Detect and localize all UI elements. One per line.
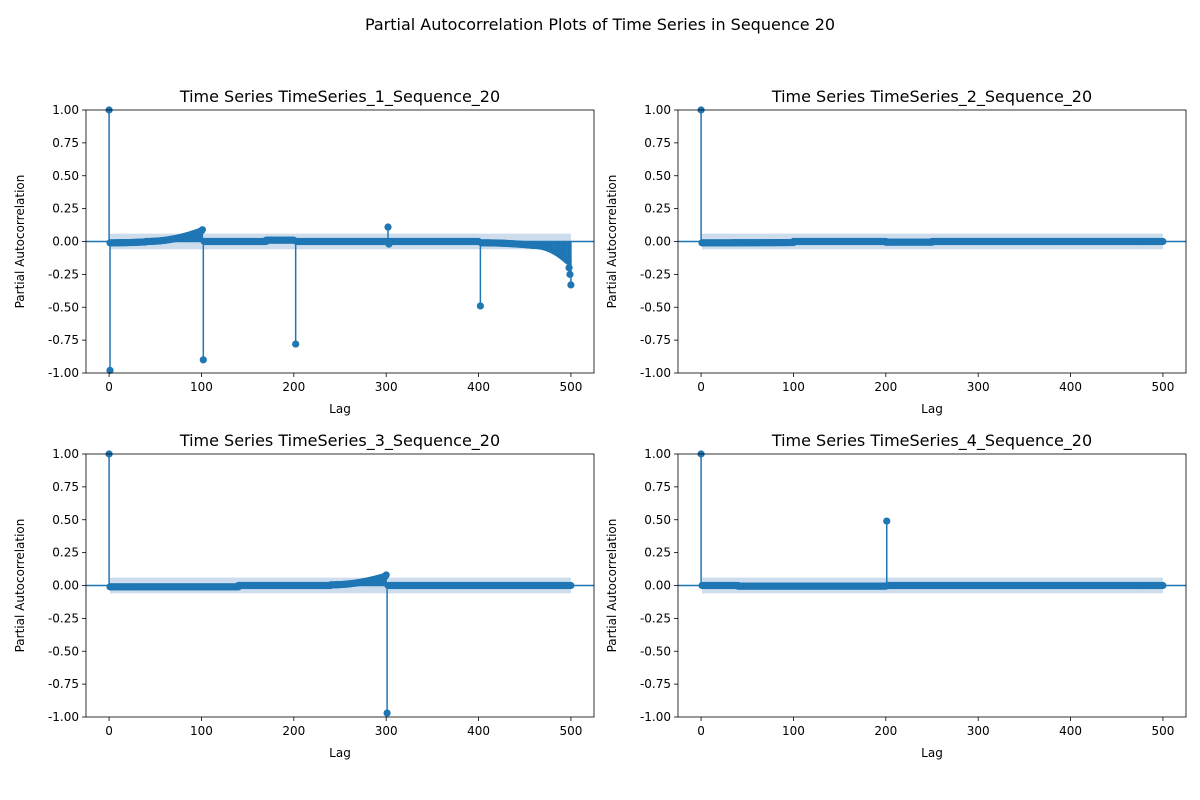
pacf-spike-marker xyxy=(567,281,575,289)
x-tick-label: 400 xyxy=(467,724,490,738)
x-axis-label: Lag xyxy=(921,402,943,416)
x-tick-label: 500 xyxy=(1151,380,1174,394)
y-tick-label: -0.50 xyxy=(640,300,671,314)
pacf-marker xyxy=(1159,581,1167,590)
x-tick-label: 100 xyxy=(190,724,213,738)
x-tick-label: 0 xyxy=(105,380,113,394)
y-tick-label: 0.00 xyxy=(52,235,79,249)
pacf-spike-marker xyxy=(198,226,206,234)
x-tick-label: 400 xyxy=(467,380,490,394)
pacf-spike-marker xyxy=(106,366,114,374)
x-tick-label: 200 xyxy=(874,380,897,394)
x-tick-label: 200 xyxy=(874,724,897,738)
figure-suptitle: Partial Autocorrelation Plots of Time Se… xyxy=(365,15,835,34)
x-tick-label: 0 xyxy=(105,724,113,738)
x-tick-label: 100 xyxy=(782,724,805,738)
x-tick-label: 400 xyxy=(1059,380,1082,394)
y-tick-label: 0.00 xyxy=(52,579,79,593)
y-tick-label: 1.00 xyxy=(52,103,79,117)
y-axis-label: Partial Autocorrelation xyxy=(605,519,619,653)
y-tick-label: -1.00 xyxy=(640,710,671,724)
x-tick-label: 400 xyxy=(1059,724,1082,738)
pacf-marker xyxy=(1159,237,1167,246)
y-tick-label: 1.00 xyxy=(644,103,671,117)
x-tick-label: 100 xyxy=(782,380,805,394)
y-tick-label: 0.00 xyxy=(644,579,671,593)
subplot-title: Time Series TimeSeries_1_Sequence_20 xyxy=(179,87,500,107)
y-tick-label: 0.25 xyxy=(52,202,79,216)
x-axis-label: Lag xyxy=(921,746,943,760)
y-tick-label: 0.50 xyxy=(52,169,79,183)
pacf-spike-marker xyxy=(383,709,391,717)
pacf-spike-marker xyxy=(566,270,574,278)
y-tick-label: -0.25 xyxy=(48,611,79,625)
subplot-1: Time Series TimeSeries_1_Sequence_20 Lag… xyxy=(13,87,595,416)
pacf-marker xyxy=(567,581,575,590)
subplot-4: Time Series TimeSeries_4_Sequence_20 Lag… xyxy=(605,431,1187,760)
pacf-spike-marker xyxy=(476,302,484,310)
y-tick-label: -0.75 xyxy=(640,333,671,347)
y-tick-label: -0.50 xyxy=(640,644,671,658)
x-tick-label: 500 xyxy=(559,724,582,738)
y-tick-label: 0.25 xyxy=(644,202,671,216)
y-tick-label: 1.00 xyxy=(644,447,671,461)
y-tick-label: -0.75 xyxy=(640,677,671,691)
y-tick-label: -0.50 xyxy=(48,644,79,658)
y-tick-label: 1.00 xyxy=(52,447,79,461)
y-tick-label: 0.75 xyxy=(644,480,671,494)
y-axis-label: Partial Autocorrelation xyxy=(13,175,27,309)
x-tick-label: 200 xyxy=(282,380,305,394)
x-axis-label: Lag xyxy=(329,746,351,760)
x-tick-label: 200 xyxy=(282,724,305,738)
pacf-spike-marker xyxy=(883,517,891,525)
pacf-spike-marker xyxy=(384,223,392,231)
x-tick-label: 300 xyxy=(967,724,990,738)
x-tick-label: 300 xyxy=(967,380,990,394)
y-tick-label: -0.25 xyxy=(640,267,671,281)
pacf-spike-marker xyxy=(199,356,207,364)
y-tick-label: 0.75 xyxy=(644,136,671,150)
subplot-title: Time Series TimeSeries_4_Sequence_20 xyxy=(771,431,1092,451)
subplot-title: Time Series TimeSeries_2_Sequence_20 xyxy=(771,87,1092,107)
x-axis-label: Lag xyxy=(329,402,351,416)
y-tick-label: -1.00 xyxy=(640,366,671,380)
pacf-spike-marker xyxy=(382,571,390,579)
x-tick-label: 300 xyxy=(375,724,398,738)
y-tick-label: 0.50 xyxy=(52,513,79,527)
y-tick-label: 0.75 xyxy=(52,480,79,494)
x-tick-label: 0 xyxy=(697,380,705,394)
y-tick-label: 0.00 xyxy=(644,235,671,249)
y-tick-label: -0.50 xyxy=(48,300,79,314)
x-tick-label: 0 xyxy=(697,724,705,738)
subplot-2: Time Series TimeSeries_2_Sequence_20 Lag… xyxy=(605,87,1187,416)
y-tick-label: 0.50 xyxy=(644,513,671,527)
x-tick-label: 500 xyxy=(559,380,582,394)
subplot-3: Time Series TimeSeries_3_Sequence_20 Lag… xyxy=(13,431,595,760)
y-tick-label: 0.25 xyxy=(52,546,79,560)
y-tick-label: 0.25 xyxy=(644,546,671,560)
x-tick-label: 500 xyxy=(1151,724,1174,738)
x-tick-label: 100 xyxy=(190,380,213,394)
subplot-title: Time Series TimeSeries_3_Sequence_20 xyxy=(179,431,500,451)
y-tick-label: -0.25 xyxy=(640,611,671,625)
y-tick-label: -0.25 xyxy=(48,267,79,281)
y-tick-label: 0.50 xyxy=(644,169,671,183)
y-tick-label: -0.75 xyxy=(48,677,79,691)
x-tick-label: 300 xyxy=(375,380,398,394)
y-axis-label: Partial Autocorrelation xyxy=(605,175,619,309)
y-tick-label: -1.00 xyxy=(48,366,79,380)
y-tick-label: -0.75 xyxy=(48,333,79,347)
pacf-spike-marker xyxy=(292,340,300,348)
y-tick-label: -1.00 xyxy=(48,710,79,724)
y-axis-label: Partial Autocorrelation xyxy=(13,519,27,653)
pacf-spike-marker xyxy=(385,240,393,248)
y-tick-label: 0.75 xyxy=(52,136,79,150)
